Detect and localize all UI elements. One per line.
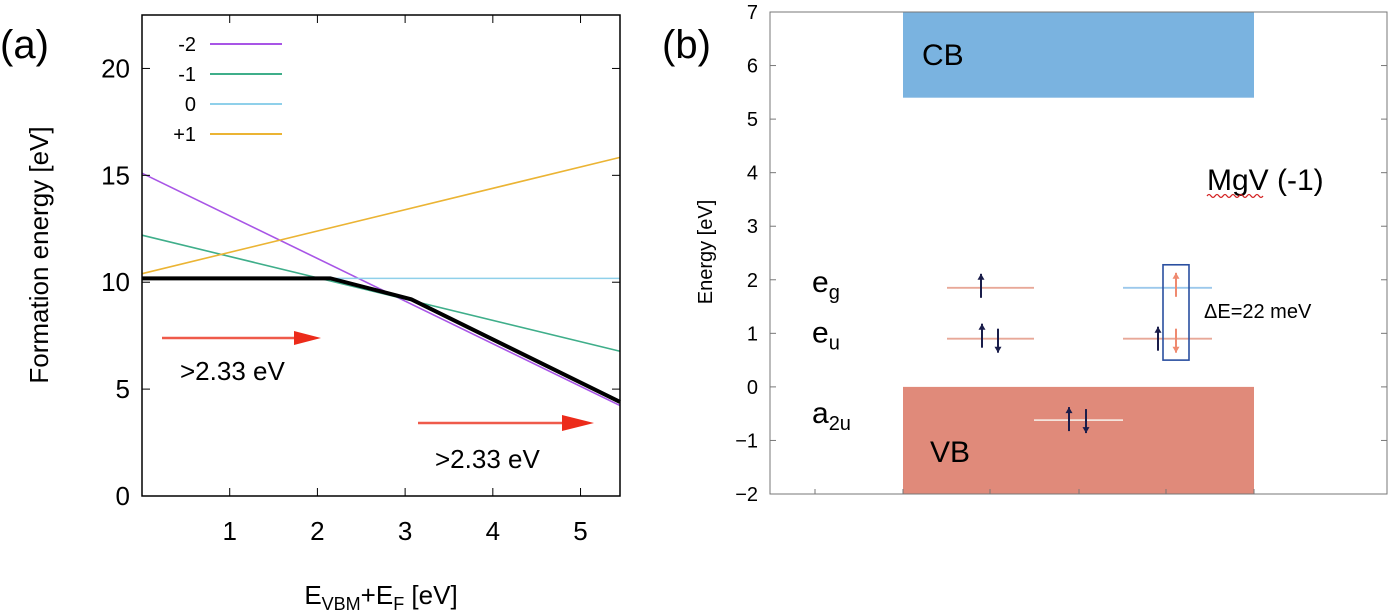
x-tick-label-2: 3 bbox=[398, 516, 412, 546]
electron-arrow-2 bbox=[994, 328, 1002, 353]
b-y-tick-label-1: −1 bbox=[735, 430, 758, 452]
y-tick-label-4: 20 bbox=[101, 53, 130, 83]
chart-a-frame bbox=[141, 14, 621, 497]
x-tick-label-0: 1 bbox=[222, 516, 236, 546]
b-y-tick-label-4: 2 bbox=[747, 270, 758, 292]
band-vb-label: VB bbox=[930, 436, 970, 469]
xlabel-units: [eV] bbox=[404, 580, 457, 610]
band-vb bbox=[903, 386, 1254, 494]
electron-arrow-3 bbox=[1154, 326, 1162, 351]
chart-b-title-squiggle bbox=[1206, 193, 1264, 199]
electron-arrow-1 bbox=[978, 323, 986, 348]
y-tick-label-2: 10 bbox=[101, 267, 130, 297]
legend-label-1: -1 bbox=[178, 64, 196, 86]
legend-label-0: -2 bbox=[178, 34, 196, 56]
b-y-tick-label-5: 3 bbox=[747, 216, 758, 238]
level-label-sub-0: g bbox=[829, 282, 840, 304]
level-label-main-1: e bbox=[812, 317, 829, 350]
y-tick-label-3: 15 bbox=[101, 160, 130, 190]
chart-a-y-tick-labels: 0 5 10 15 20 bbox=[101, 53, 130, 511]
chart-a-annotation-2: >2.33 eV bbox=[435, 444, 540, 474]
chart-b-delta-e: ΔE=22 meV bbox=[1204, 301, 1312, 323]
level-label-sub-1: u bbox=[829, 333, 840, 355]
b-y-tick-label-0: −2 bbox=[735, 484, 758, 506]
b-y-tick-label-9: 7 bbox=[747, 2, 758, 24]
chart-a-annotation-1: >2.33 eV bbox=[180, 356, 285, 386]
chart-b-bands: CB VB bbox=[903, 12, 1254, 494]
b-y-tick-label-7: 5 bbox=[747, 109, 758, 131]
chart-b-ylabel: Energy [eV] bbox=[695, 200, 717, 305]
level-label-2: a2u bbox=[812, 397, 851, 435]
x-tick-label-3: 4 bbox=[486, 516, 500, 546]
electron-arrow-0 bbox=[977, 273, 985, 298]
xlabel-f-sub: F bbox=[393, 594, 404, 614]
level-label-1: eu bbox=[812, 317, 840, 355]
chart-a-xlabel: EVBM+EF [eV] bbox=[304, 580, 457, 614]
band-cb-label: CB bbox=[922, 39, 964, 72]
chart-a-envelope-group bbox=[142, 276, 621, 404]
chart-b-levels bbox=[947, 286, 1212, 421]
electron-arrow-4 bbox=[1172, 272, 1180, 297]
b-y-tick-label-3: 1 bbox=[747, 323, 758, 345]
b-y-tick-label-8: 6 bbox=[747, 56, 758, 78]
series-line-0 bbox=[141, 172, 621, 407]
chart-a-legend: -2 -1 0 +1 bbox=[173, 34, 282, 146]
panel-b: (b) CB VB −2 −1 0 1 2 3 4 5 6 7 Energy [eV] MgV (-… bbox=[662, 2, 1388, 506]
legend-label-2: 0 bbox=[185, 94, 196, 116]
y-tick-label-0: 0 bbox=[116, 481, 130, 511]
chart-b-y-tick-labels: −2 −1 0 1 2 3 4 5 6 7 bbox=[735, 2, 758, 506]
electron-arrow-7 bbox=[1082, 409, 1090, 434]
excited-pair-box bbox=[1162, 263, 1190, 361]
chart-b-title: MgV (-1) bbox=[1207, 164, 1324, 197]
chart-a-arrow-1 bbox=[162, 331, 321, 345]
xlabel-e: E bbox=[304, 580, 321, 610]
envelope-line bbox=[142, 276, 621, 404]
xlabel-vbm-sub: VBM bbox=[322, 594, 361, 614]
b-y-tick-label-6: 4 bbox=[747, 163, 758, 185]
panel-a-label: (a) bbox=[0, 23, 49, 67]
level-label-main-0: e bbox=[812, 266, 829, 299]
chart-a-ticks bbox=[142, 15, 620, 497]
level-label-0: eg bbox=[812, 266, 840, 304]
b-y-tick-label-2: 0 bbox=[747, 377, 758, 399]
electron-arrow-5 bbox=[1172, 328, 1180, 353]
chart-a-arrow-2 bbox=[418, 415, 594, 431]
chart-b-ticks bbox=[770, 11, 1387, 495]
x-tick-label-4: 5 bbox=[573, 516, 587, 546]
legend-label-3: +1 bbox=[173, 124, 196, 146]
level-label-sub-2: 2u bbox=[829, 413, 851, 435]
xlabel-plus-e: +E bbox=[361, 580, 394, 610]
chart-a-x-tick-labels: 1 2 3 4 5 bbox=[222, 516, 587, 546]
panel-a: (a) 0 5 10 15 20 1 2 3 4 5 -2 -1 0 +1 Formation ene… bbox=[0, 14, 621, 614]
chart-a-ylabel: Formation energy [eV] bbox=[24, 126, 54, 383]
chart-b-electrons bbox=[977, 263, 1190, 434]
series-line-3 bbox=[141, 156, 621, 275]
chart-a-plot bbox=[141, 14, 621, 497]
panel-b-label: (b) bbox=[662, 23, 711, 67]
x-tick-label-1: 2 bbox=[310, 516, 324, 546]
y-tick-label-1: 5 bbox=[116, 374, 130, 404]
electron-arrow-6 bbox=[1065, 407, 1073, 432]
level-label-main-2: a bbox=[812, 397, 829, 430]
band-cb bbox=[903, 12, 1254, 98]
